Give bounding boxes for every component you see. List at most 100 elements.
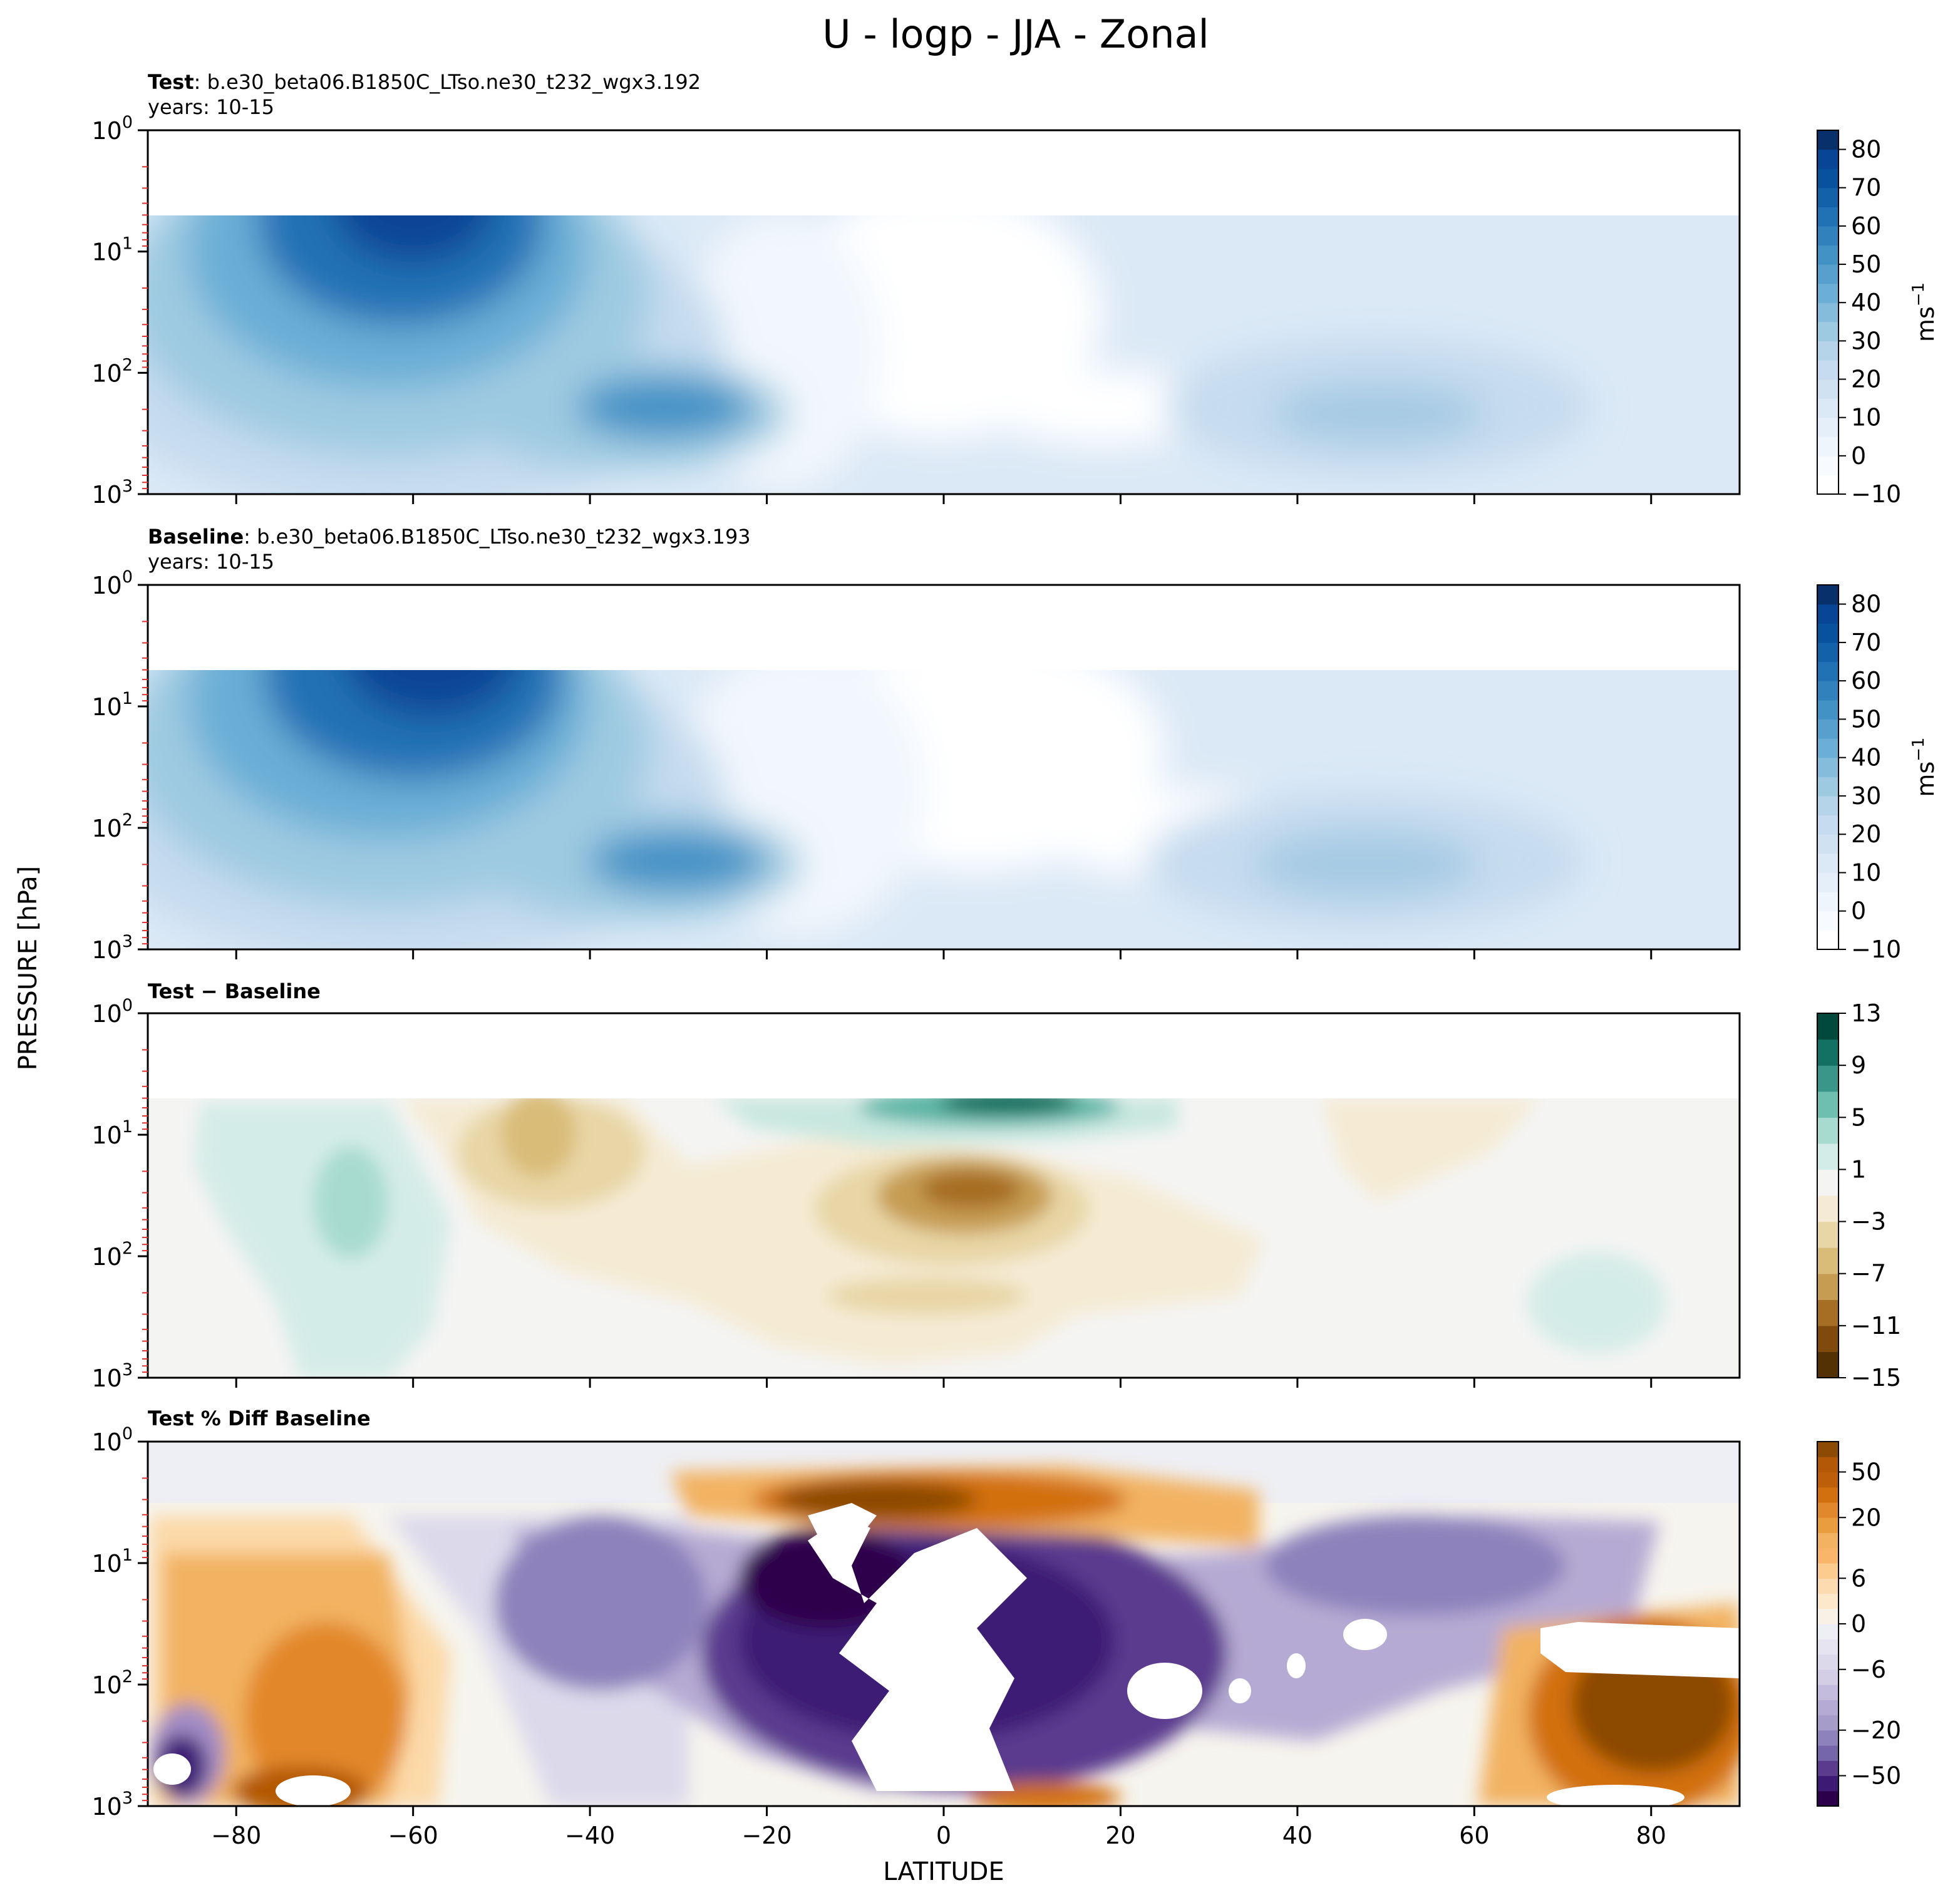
panel-test-years: years: 10-15 — [148, 95, 274, 119]
x-tick-label: −80 — [211, 1822, 261, 1849]
colorbar-tick-label: −7 — [1851, 1260, 1886, 1288]
colorbar-segment — [1817, 777, 1839, 797]
colorbar-tick-label: 30 — [1851, 327, 1881, 354]
panel-test-field — [148, 130, 1740, 494]
colorbar-segment — [1817, 834, 1839, 854]
colorbar-test: −10 0 10 20 30 40 50 60 70 80 ms−1 — [1817, 130, 1939, 508]
x-tick-label: 0 — [936, 1822, 951, 1849]
colorbar-segment — [1817, 475, 1839, 495]
colorbar-segment — [1817, 1442, 1839, 1457]
colorbar-segment — [1817, 1502, 1839, 1518]
panel-baseline-field — [148, 585, 1740, 949]
colorbar-segment — [1817, 815, 1839, 835]
colorbar-segment — [1817, 1730, 1839, 1746]
colorbar-segment — [1817, 455, 1839, 476]
colorbar-segment — [1817, 225, 1839, 246]
panel-baseline-title: Baseline: b.e30_beta06.B1850C_LTso.ne30_… — [148, 525, 751, 549]
y-tick-label: 100 — [91, 1424, 133, 1456]
x-tick-label: −20 — [741, 1822, 792, 1849]
colorbar-segment — [1817, 168, 1839, 188]
axes-panel-3: 100 101 102 103 — [91, 996, 1653, 1392]
colorbar-segment — [1817, 283, 1839, 303]
colorbar-segment — [1817, 1669, 1839, 1685]
colorbar-segment — [1817, 1472, 1839, 1488]
colorbar-tick-label: 10 — [1851, 859, 1881, 886]
colorbar-segment — [1817, 1169, 1839, 1196]
y-tick-label: 100 — [91, 996, 133, 1028]
colorbar-segment — [1817, 321, 1839, 341]
colorbar-segment — [1817, 1143, 1839, 1170]
panel-diff-field — [148, 1013, 1740, 1378]
colorbar-tick-label: 0 — [1851, 442, 1866, 470]
colorbar-segment — [1817, 1654, 1839, 1670]
colorbar-tick-label: 70 — [1851, 174, 1881, 202]
colorbar-segment — [1817, 1532, 1839, 1549]
colorbar-segment — [1817, 1273, 1839, 1300]
x-tick-label: 40 — [1282, 1822, 1313, 1849]
colorbar-tick-label: 50 — [1851, 250, 1881, 278]
colorbar-segment — [1817, 359, 1839, 380]
panel-diff: Test − Baseline — [147, 979, 1741, 1379]
y-tick-label: 101 — [91, 1117, 133, 1149]
colorbar-tick-label: 10 — [1851, 404, 1881, 431]
colorbar-segment — [1817, 642, 1839, 663]
colorbar-segment — [1817, 795, 1839, 816]
y-tick-label: 100 — [91, 113, 133, 145]
panel-test: Test: b.e30_beta06.B1850C_LTso.ne30_t232… — [147, 70, 1741, 495]
x-tick-label: −40 — [565, 1822, 615, 1849]
colorbar-pctdiff: −50 −20 −6 0 6 20 50 — [1817, 1441, 1901, 1807]
colorbar-segment — [1817, 1221, 1839, 1248]
colorbar-segment — [1817, 1517, 1839, 1534]
colorbar-tick-label: 50 — [1851, 705, 1881, 733]
colorbar-segment — [1817, 1715, 1839, 1731]
colorbar-segment — [1817, 1065, 1839, 1092]
colorbar-segment — [1817, 1775, 1839, 1792]
colorbar-segment — [1817, 1685, 1839, 1700]
panel-baseline: Baseline: b.e30_beta06.B1850C_LTso.ne30_… — [147, 525, 1741, 951]
colorbar-frame — [1817, 584, 1839, 950]
colorbar-segment — [1817, 130, 1839, 150]
colorbar-segment — [1817, 1091, 1839, 1118]
colorbar-segment — [1817, 661, 1839, 681]
colorbar-tick-label: 0 — [1851, 897, 1866, 925]
colorbar-segment — [1817, 1547, 1839, 1564]
colorbar-tick-label: 0 — [1851, 1610, 1866, 1638]
y-tick-label: 102 — [91, 355, 133, 387]
colorbar-segment — [1817, 1593, 1839, 1609]
colorbar-tick-label: 40 — [1851, 744, 1881, 772]
y-tick-label: 101 — [91, 689, 133, 721]
y-tick-label: 103 — [91, 1789, 133, 1820]
colorbar-segment — [1817, 892, 1839, 912]
colorbar-segment — [1817, 264, 1839, 284]
colorbar-segment — [1817, 757, 1839, 777]
colorbar-segment — [1817, 738, 1839, 758]
colorbar-segment — [1817, 207, 1839, 227]
colorbar-tick-label: −10 — [1851, 480, 1901, 508]
x-axis-label: LATITUDE — [883, 1857, 1004, 1886]
panel-test-title: Test: b.e30_beta06.B1850C_LTso.ne30_t232… — [148, 70, 701, 94]
colorbar-segment — [1817, 1039, 1839, 1066]
colorbar-segment — [1817, 417, 1839, 437]
colorbar-tick-label: 50 — [1851, 1459, 1881, 1486]
colorbar-segment — [1817, 302, 1839, 323]
colorbar-tick-label: 6 — [1851, 1564, 1866, 1592]
colorbar-tick-label: 30 — [1851, 782, 1881, 810]
colorbar-tick-label: −20 — [1851, 1717, 1901, 1744]
panel-diff-title: Test − Baseline — [148, 979, 321, 1003]
y-tick-label: 102 — [91, 1667, 133, 1699]
colorbar-tick-label: 20 — [1851, 1504, 1881, 1531]
colorbar-tick-label: 20 — [1851, 820, 1881, 848]
colorbar-tick-label: 70 — [1851, 629, 1881, 656]
y-tick-label: 103 — [91, 477, 133, 509]
colorbar-segment — [1817, 1639, 1839, 1655]
axes-layer: 1001011021031001011021031001011021031001… — [91, 113, 1666, 1849]
colorbar-frame — [1817, 130, 1839, 495]
colorbar-segment — [1817, 1351, 1839, 1378]
y-tick-label: 101 — [91, 234, 133, 266]
colorbar-tick-label: −50 — [1851, 1762, 1901, 1790]
colorbar-segment — [1817, 245, 1839, 265]
colorbar-segment — [1817, 719, 1839, 739]
panel-pctdiff-field — [148, 1442, 1740, 1806]
colorbar-tick-label: −15 — [1851, 1364, 1901, 1391]
